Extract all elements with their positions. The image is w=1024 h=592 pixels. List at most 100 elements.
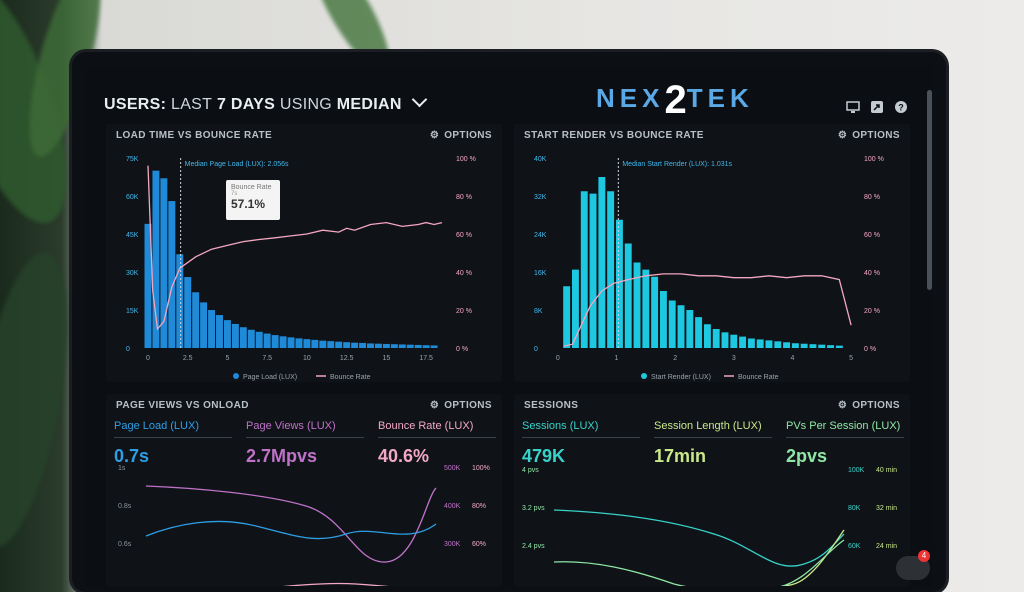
legend-label: Page Load (LUX): [243, 374, 297, 381]
users-filter[interactable]: USERS: LAST 7 DAYS USING MEDIAN: [104, 91, 428, 114]
y-right-tick: 100%: [472, 465, 490, 472]
y-left-tick: 0.8s: [118, 503, 132, 510]
bar: [287, 337, 295, 348]
share-icon[interactable]: [870, 100, 884, 114]
x-tick: 4: [790, 355, 794, 362]
logo-two: 2: [664, 78, 687, 122]
y-mid-tick: 500K: [444, 465, 461, 472]
y-right-tick: 0 %: [864, 346, 876, 353]
bar: [144, 223, 152, 348]
bar: [703, 324, 711, 348]
bar: [580, 191, 588, 348]
stat-value: 479K: [522, 446, 566, 466]
y-right-tick: 80 %: [456, 194, 472, 201]
chart-page-views: 1s 0.8s 0.6s 500K 400K 300K 100% 80% 60%: [118, 465, 490, 586]
line-bounce-rate: [282, 582, 390, 586]
y-right-tick: 40 %: [456, 270, 472, 277]
stat-value: 17min: [654, 446, 707, 466]
logo-right: TEK: [686, 83, 754, 113]
chevron-down-icon[interactable]: [412, 91, 428, 108]
chart-sessions: 4 pvs 3.2 pvs 2.4 pvs 100K 80K 60K 40 mi…: [522, 467, 897, 586]
bar: [335, 341, 343, 348]
line-sessions: [553, 509, 845, 567]
bar: [765, 340, 773, 348]
options-label: OPTIONS: [444, 130, 492, 141]
bar: [382, 343, 390, 348]
bar: [263, 333, 271, 348]
help-icon[interactable]: ?: [894, 100, 908, 114]
bar: [668, 300, 676, 348]
y-left-tick: 24K: [534, 232, 547, 239]
bar: [303, 339, 311, 348]
stat-value: 0.7s: [114, 446, 150, 466]
legend-swatch: [233, 373, 239, 379]
y-right-tick: 100 %: [456, 156, 476, 163]
y-mid-tick: 300K: [444, 541, 461, 548]
bar: [223, 320, 231, 348]
stat-label: Page Load (LUX): [114, 420, 232, 438]
legend-swatch: [641, 373, 647, 379]
chat-button[interactable]: 4: [896, 550, 930, 580]
y-mid-tick: 80K: [848, 505, 861, 512]
options-label: OPTIONS: [444, 400, 492, 411]
bar: [239, 327, 247, 348]
bar: [615, 219, 623, 348]
bar: [398, 344, 406, 348]
options-button[interactable]: ⚙ OPTIONS: [430, 130, 492, 141]
median-label: Median Start Render (LUX): 1.031s: [622, 161, 732, 168]
stat-label: Session Length (LUX): [654, 420, 772, 438]
panel-title: LOAD TIME VS BOUNCE RATE: [116, 130, 273, 141]
bar: [200, 302, 208, 348]
gear-icon: ⚙: [429, 400, 440, 411]
options-label: OPTIONS: [852, 130, 900, 141]
users-days: 7 DAYS: [216, 96, 276, 113]
users-last: LAST: [171, 96, 213, 113]
tooltip: Bounce Rate 7s 57.1%: [226, 180, 280, 220]
stat-value: 2pvs: [786, 446, 828, 466]
y-right-tick: 100 %: [864, 156, 884, 163]
line-session-length: [780, 529, 845, 586]
y-left-tick: 2.4 pvs: [522, 543, 545, 550]
gear-icon: ⚙: [429, 130, 440, 141]
options-button[interactable]: ⚙ OPTIONS: [838, 130, 900, 141]
y-left-tick: 1s: [118, 465, 126, 472]
y-right-tick: 20 %: [864, 308, 880, 315]
y-left-tick: 16K: [534, 270, 547, 277]
bar: [319, 340, 327, 348]
bar: [624, 243, 632, 348]
bar: [216, 315, 223, 348]
stat-value: 40.6%: [378, 446, 430, 466]
y-left-tick: 30K: [126, 270, 139, 277]
bar: [390, 344, 398, 348]
brand-logo: NEX2TEK: [596, 72, 754, 122]
gear-icon: ⚙: [837, 130, 848, 141]
bar: [747, 338, 755, 348]
y-right-tick: 40 min: [876, 467, 897, 474]
bar: [791, 343, 799, 348]
bar: [651, 276, 659, 348]
bar: [311, 339, 319, 348]
bar: [359, 342, 367, 348]
scrollbar[interactable]: [927, 90, 932, 290]
x-tick: 1: [615, 355, 619, 362]
stat-label: Sessions (LUX): [522, 420, 640, 438]
svg-text:?: ?: [898, 103, 904, 113]
y-left-tick: 60K: [126, 194, 139, 201]
line-pvs: [553, 539, 845, 586]
y-mid-tick: 60K: [848, 543, 861, 550]
x-tick: 17.5: [419, 355, 433, 362]
panel-start-render: START RENDER VS BOUNCE RATE ⚙ OPTIONS 40K…: [514, 124, 910, 382]
y-left-tick: 4 pvs: [522, 467, 539, 474]
options-button[interactable]: ⚙ OPTIONS: [838, 400, 900, 411]
bar: [295, 338, 303, 348]
y-mid-tick: 100K: [848, 467, 865, 474]
y-left-tick: 45K: [126, 232, 139, 239]
monitor-icon[interactable]: [846, 100, 860, 114]
stat-page-load: Page Load (LUX) 0.7s: [114, 420, 232, 467]
bar: [247, 329, 255, 348]
bar: [279, 336, 287, 348]
legend-label: Bounce Rate: [738, 374, 779, 381]
options-label: OPTIONS: [852, 400, 900, 411]
options-button[interactable]: ⚙ OPTIONS: [430, 400, 492, 411]
y-right-tick: 60 %: [456, 232, 472, 239]
